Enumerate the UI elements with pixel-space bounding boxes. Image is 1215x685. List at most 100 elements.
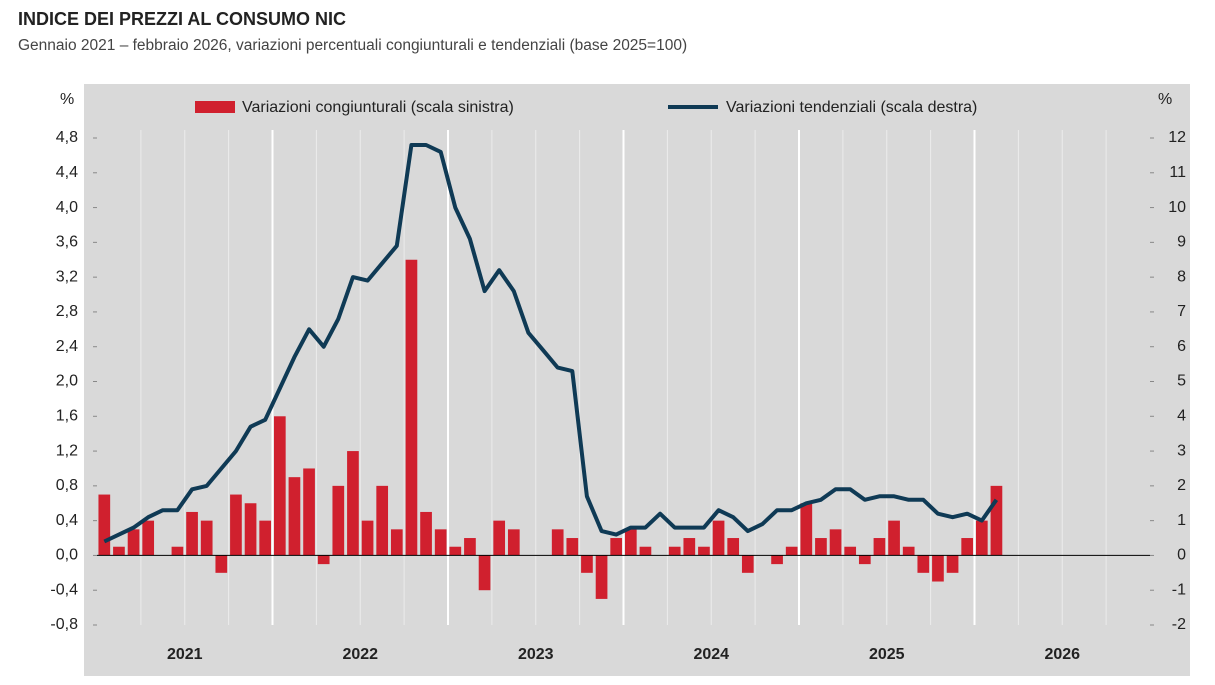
bar bbox=[975, 520, 988, 556]
y2-tick-label: 3 bbox=[1177, 442, 1186, 459]
bar bbox=[273, 416, 286, 556]
y-tick-label: -0,8 bbox=[50, 616, 78, 633]
y2-tick-label: 1 bbox=[1177, 512, 1186, 529]
y-tick-label: 2,8 bbox=[56, 303, 78, 320]
x-tick-label: 2025 bbox=[869, 646, 905, 663]
y-tick-label: 0,0 bbox=[56, 547, 78, 564]
y-tick-label: 1,6 bbox=[56, 408, 78, 425]
bar bbox=[200, 520, 213, 556]
bar bbox=[581, 555, 593, 573]
bar bbox=[420, 511, 432, 556]
bar bbox=[698, 546, 710, 556]
bar bbox=[127, 529, 140, 556]
bar bbox=[946, 555, 959, 573]
bar bbox=[858, 555, 871, 565]
x-tick-label: 2024 bbox=[693, 646, 729, 663]
bar bbox=[361, 520, 374, 556]
x-tick-label: 2026 bbox=[1044, 646, 1080, 663]
bar bbox=[303, 468, 315, 556]
bar bbox=[317, 555, 330, 565]
bar bbox=[800, 503, 813, 556]
y2-tick-label: 10 bbox=[1168, 199, 1186, 216]
bar bbox=[493, 520, 506, 556]
bar bbox=[449, 546, 462, 556]
bar bbox=[113, 546, 125, 556]
bar bbox=[727, 538, 740, 556]
y2-tick-label: 12 bbox=[1168, 129, 1186, 146]
chart-title: INDICE DEI PREZZI AL CONSUMO NIC bbox=[18, 9, 346, 29]
bar bbox=[171, 546, 184, 556]
bar bbox=[932, 555, 944, 582]
bar bbox=[917, 555, 930, 573]
x-tick-label: 2023 bbox=[518, 646, 554, 663]
bar bbox=[741, 555, 754, 573]
bar bbox=[902, 546, 915, 556]
legend-label: Variazioni tendenziali (scala destra) bbox=[726, 99, 977, 116]
bar bbox=[230, 494, 242, 556]
bar bbox=[990, 485, 1003, 556]
y-axis-label: % bbox=[60, 91, 74, 108]
y-tick-label: 1,2 bbox=[56, 442, 78, 459]
bar bbox=[771, 555, 783, 565]
bar bbox=[668, 546, 681, 556]
y-tick-label: 4,8 bbox=[56, 129, 78, 146]
y2-axis-label: % bbox=[1158, 91, 1172, 108]
y2-tick-label: 0 bbox=[1177, 547, 1186, 564]
bar bbox=[551, 529, 564, 556]
y-tick-label: 3,2 bbox=[56, 268, 78, 285]
bar bbox=[478, 555, 491, 591]
bar bbox=[434, 529, 447, 556]
legend-swatch bbox=[195, 101, 235, 113]
y-tick-label: 2,4 bbox=[56, 338, 78, 355]
bar bbox=[815, 538, 827, 556]
bar bbox=[844, 546, 857, 556]
y2-tick-label: 11 bbox=[1169, 164, 1186, 181]
bar bbox=[624, 529, 637, 556]
y2-tick-label: 9 bbox=[1177, 234, 1186, 251]
bar bbox=[376, 485, 389, 556]
y-tick-label: 4,0 bbox=[56, 199, 78, 216]
y2-tick-label: -2 bbox=[1172, 616, 1186, 633]
y-tick-label: 0,4 bbox=[56, 512, 78, 529]
x-tick-label: 2021 bbox=[167, 646, 203, 663]
bar bbox=[98, 494, 111, 556]
y2-tick-label: 5 bbox=[1177, 373, 1186, 390]
bar bbox=[712, 520, 725, 556]
bar bbox=[785, 546, 798, 556]
bar bbox=[347, 451, 359, 556]
bar bbox=[639, 546, 652, 556]
chart-subtitle: Gennaio 2021 – febbraio 2026, variazioni… bbox=[18, 37, 687, 54]
y-tick-label: -0,4 bbox=[50, 581, 78, 598]
y2-tick-label: 6 bbox=[1177, 338, 1186, 355]
y2-tick-label: 4 bbox=[1177, 408, 1186, 425]
y-tick-label: 3,6 bbox=[56, 234, 78, 251]
y2-tick-label: 8 bbox=[1177, 268, 1186, 285]
x-tick-label: 2022 bbox=[342, 646, 378, 663]
bar bbox=[888, 520, 900, 556]
bar bbox=[332, 485, 345, 556]
bar bbox=[566, 538, 579, 556]
bar bbox=[873, 538, 886, 556]
bar bbox=[595, 555, 608, 599]
bar bbox=[683, 538, 696, 556]
y-tick-label: 4,4 bbox=[56, 164, 78, 181]
bar bbox=[244, 503, 257, 556]
legend-label: Variazioni congiunturali (scala sinistra… bbox=[242, 99, 514, 116]
bar bbox=[390, 529, 403, 556]
bar bbox=[405, 259, 418, 556]
bar bbox=[464, 538, 476, 556]
bar bbox=[288, 477, 301, 556]
bar bbox=[829, 529, 842, 556]
line bbox=[103, 143, 999, 544]
y2-tick-label: -1 bbox=[1172, 581, 1186, 598]
bar bbox=[507, 529, 520, 556]
bar bbox=[186, 511, 198, 556]
bar bbox=[142, 520, 155, 556]
y-tick-label: 2,0 bbox=[56, 373, 78, 390]
bar bbox=[259, 520, 272, 556]
bar bbox=[961, 538, 974, 556]
panel bbox=[84, 84, 1190, 676]
y2-tick-label: 2 bbox=[1177, 477, 1186, 494]
y2-tick-label: 7 bbox=[1177, 303, 1186, 320]
